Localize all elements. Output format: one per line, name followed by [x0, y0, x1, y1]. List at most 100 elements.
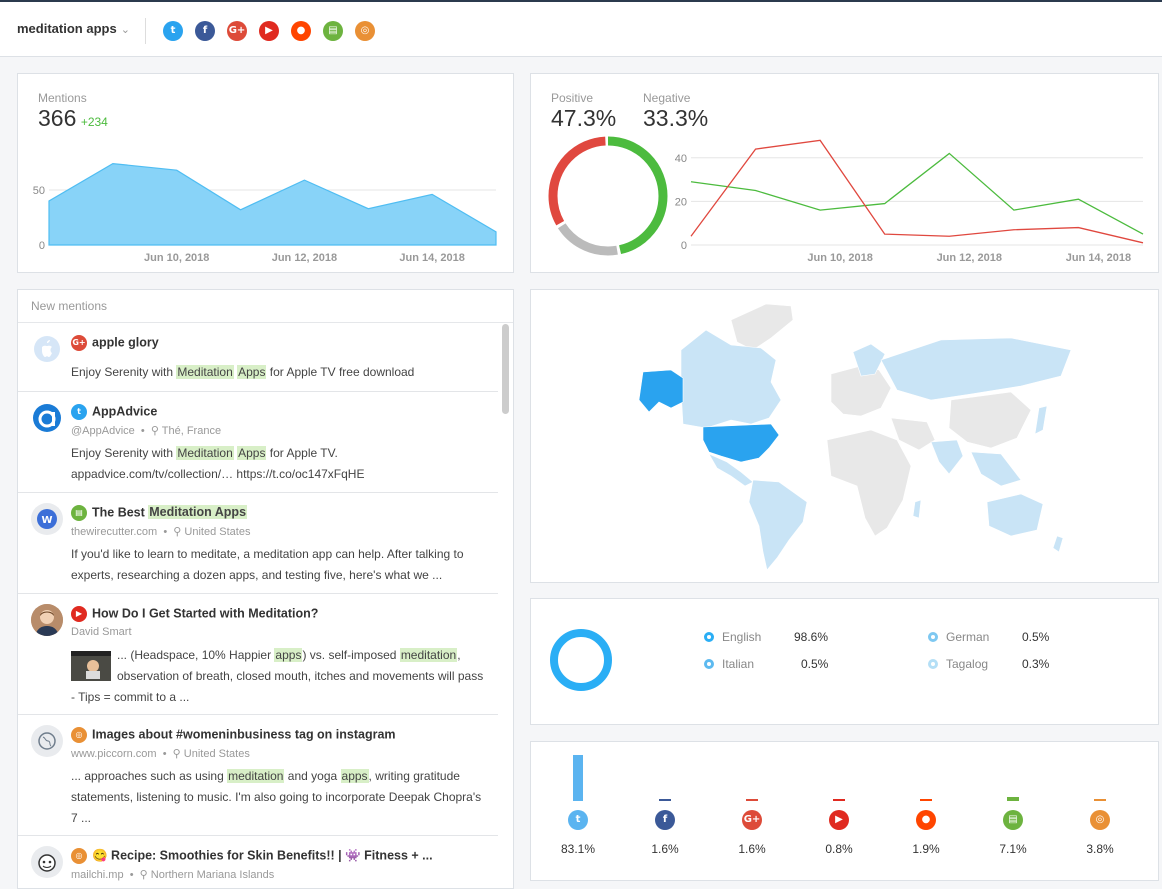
avatar: [31, 604, 63, 636]
x-tick-label: Jun 10, 2018: [807, 252, 872, 264]
source-share-column[interactable]: ▤7.1%: [983, 742, 1043, 872]
share-bar: [833, 799, 845, 801]
world-map[interactable]: [531, 290, 1158, 582]
web-icon: ◎: [71, 848, 87, 864]
location-pin-icon: ⚲: [151, 425, 159, 437]
source-share-column[interactable]: ◎ 3.8%: [1070, 742, 1130, 872]
facebook-icon: f: [655, 810, 675, 830]
item-title-row: ▤The Best Meditation Apps: [71, 505, 247, 521]
youtube-icon[interactable]: ▶: [259, 21, 279, 41]
item-text: Enjoy Serenity with Meditation Apps for …: [71, 362, 484, 383]
languages-ring: [546, 625, 616, 695]
item-text: ... approaches such as using meditation …: [71, 766, 484, 829]
facebook-icon[interactable]: f: [195, 21, 215, 41]
video-thumbnail[interactable]: [71, 651, 111, 681]
item-title-row: t AppAdvice: [71, 404, 157, 420]
avatar: W: [31, 503, 63, 535]
youtube-icon: ▶: [71, 606, 87, 622]
x-tick-label: Jun 12, 2018: [937, 252, 1002, 264]
person-avatar-icon: [31, 604, 63, 636]
new-mentions-title: New mentions: [18, 290, 513, 323]
list-item[interactable]: ◎ 😋 Recipe: Smoothies for Skin Benefits!!…: [18, 836, 498, 883]
list-item[interactable]: ▶ How Do I Get Started with Meditation? D…: [18, 594, 498, 715]
share-bar: [1007, 797, 1019, 801]
source-share-column[interactable]: ▶0.8%: [809, 742, 869, 872]
reddit-icon[interactable]: ●: [291, 21, 311, 41]
item-title[interactable]: apple glory: [92, 335, 159, 349]
google-plus-icon[interactable]: G+: [227, 21, 247, 41]
share-label: 3.8%: [1070, 842, 1130, 856]
x-tick-label: Jun 12, 2018: [272, 252, 337, 264]
wirecutter-logo-icon: W: [31, 503, 63, 535]
share-bar: [920, 799, 932, 801]
legend-dot-icon: [704, 659, 714, 669]
x-tick-label: Jun 10, 2018: [144, 252, 209, 264]
source-share-column[interactable]: ● 1.9%: [896, 742, 956, 872]
share-label: 1.9%: [896, 842, 956, 856]
globe-icon: [31, 725, 63, 757]
item-meta: mailchi.mp • ⚲ Northern Mariana Islands: [71, 868, 274, 881]
sentiment-chart: 0 20 40 Jun 10, 2018 Jun 12, 2018 Jun 14, 201…: [531, 74, 1158, 272]
y-tick-label: 40: [675, 153, 687, 165]
list-item[interactable]: G+apple glory Enjoy Serenity with Medita…: [18, 323, 498, 392]
share-label: 83.1%: [548, 842, 608, 856]
y-tick-label: 20: [675, 196, 687, 208]
reddit-icon: ●: [916, 810, 936, 830]
location-pin-icon: ⚲: [140, 869, 148, 881]
twitter-icon[interactable]: t: [163, 21, 183, 41]
x-tick-label: Jun 14, 2018: [1066, 252, 1131, 264]
web-icon: ◎: [1090, 810, 1110, 830]
item-text: If you'd like to learn to meditate, a me…: [71, 544, 484, 586]
svg-text:W: W: [41, 515, 52, 526]
item-title[interactable]: Images about #womeninbusiness tag on ins…: [92, 727, 396, 741]
y-tick-label: 0: [39, 240, 45, 252]
share-label: 7.1%: [983, 842, 1043, 856]
item-title[interactable]: The Best Meditation Apps: [92, 505, 247, 519]
share-bar: [746, 799, 758, 801]
share-bar: [573, 755, 583, 801]
item-title[interactable]: AppAdvice: [92, 404, 157, 418]
divider: [145, 18, 146, 44]
list-item[interactable]: ◎Images about #womeninbusiness tag on in…: [18, 715, 498, 836]
project-selector[interactable]: meditation apps ⌄: [17, 21, 130, 36]
item-meta: www.piccorn.com • ⚲ United States: [71, 747, 250, 760]
share-bar: [659, 799, 671, 801]
item-text: ... (Headspace, 10% Happier apps) vs. se…: [117, 645, 484, 666]
item-title-row: ▶ How Do I Get Started with Meditation?: [71, 606, 318, 622]
y-tick-label: 0: [681, 240, 687, 252]
item-title[interactable]: How Do I Get Started with Meditation?: [92, 606, 318, 620]
item-author: David Smart: [71, 626, 132, 638]
mailchimp-logo-icon: [31, 846, 63, 878]
item-meta: @AppAdvice • ⚲ Thé, France: [71, 424, 221, 437]
mentions-feed[interactable]: G+apple glory Enjoy Serenity with Medita…: [18, 323, 498, 883]
source-share-column[interactable]: G+1.6%: [722, 742, 782, 872]
item-text-3: - Tips = commit to a ...: [71, 687, 484, 708]
apple-logo-icon: [31, 333, 63, 365]
world-map-card: [530, 289, 1159, 583]
web-icon[interactable]: ◎: [355, 21, 375, 41]
share-label: 1.6%: [722, 842, 782, 856]
avatar: [31, 725, 63, 757]
location-pin-icon: ⚲: [173, 526, 181, 538]
chevron-down-icon[interactable]: ⌄: [121, 24, 130, 36]
avatar: [31, 333, 63, 365]
project-name[interactable]: meditation apps: [17, 21, 117, 36]
feed-scrollbar[interactable]: [502, 324, 509, 414]
item-title-row: G+apple glory: [71, 335, 159, 351]
youtube-icon: ▶: [829, 810, 849, 830]
news-icon[interactable]: ▤: [323, 21, 343, 41]
twitter-icon: t: [71, 404, 87, 420]
avatar: [31, 846, 63, 878]
item-title[interactable]: 😋 Recipe: Smoothies for Skin Benefits!! …: [92, 848, 433, 862]
list-item[interactable]: W ▤The Best Meditation Apps thewirecutte…: [18, 493, 498, 594]
